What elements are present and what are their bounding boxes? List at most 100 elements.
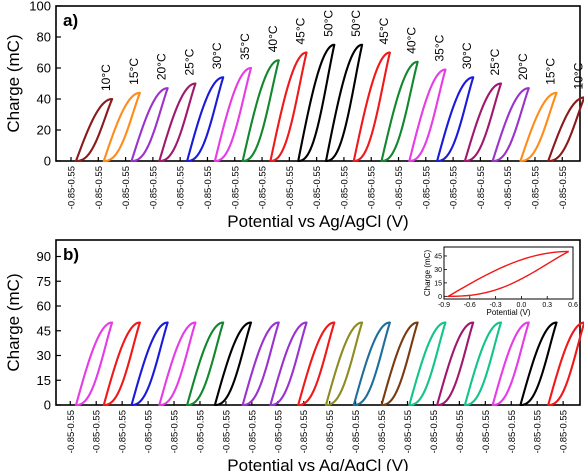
panel-a-xtick-label-1: -0.85-0.55 [94,166,105,209]
panel-a-series-label-13: 30°C [460,42,474,69]
panel-a-xtick-label-3: -0.85-0.55 [148,166,159,209]
panel-b-series-0 [74,321,114,407]
inset-xtick-label-0: -0.9 [438,302,450,309]
panel-a-series-12 [408,68,447,163]
inset-series [445,250,570,298]
panel-a-series-label-9: 50°C [349,10,363,37]
panel-a-series-label-12: 35°C [432,34,446,61]
panel-a-xtick-label-18: -0.85-0.55 [558,166,569,209]
panel-a-xtick-label-7: -0.85-0.55 [258,166,269,209]
panel-a-xtick-label-15: -0.85-0.55 [476,166,487,209]
panel-b-frame [55,239,581,406]
panel-a-series-0 [74,97,114,163]
panel-b-ytick-label-5: 75 [37,274,51,289]
panel-b-xtick-label-5: -0.85-0.55 [195,410,206,453]
panel-b-series-13 [436,321,475,407]
inset-xlabel: Potential (V) [486,308,530,317]
panel-a-xlabel: Potential vs Ag/AgCl (V) [227,212,408,231]
panel-b-series-1 [102,321,141,407]
panel-a-series-label-0: 10°C [99,64,113,91]
panel-b-xtick-label-1: -0.85-0.55 [92,410,103,453]
panel-a-xtick-label-13: -0.85-0.55 [421,166,432,209]
inset-xtick-label-3: 0.0 [517,302,527,309]
inset-xtick-label-4: 0.3 [542,302,552,309]
panel-b-series-8 [297,321,336,407]
inset-ytick-label-1: 15 [434,280,442,287]
panel-b-series-4 [186,321,225,407]
panel-b-series-2 [130,321,169,407]
panel-a-xtick-label-17: -0.85-0.55 [530,166,541,209]
panel-b-series-3 [158,321,197,407]
panel-a-frame [55,5,581,162]
panel-a-series-label-6: 40°C [266,25,280,52]
panel-b-series-7 [269,321,308,407]
panel-b-xtick-label-0: -0.85-0.55 [66,410,77,453]
panel-b-xtick-label-14: -0.85-0.55 [429,410,440,453]
panel-b-series-6 [241,321,280,407]
panel-a-ytick-label-5: 100 [29,0,51,14]
panel-a-series-label-14: 25°C [488,48,502,75]
panel-a-series-10 [352,51,391,163]
panel-b-xtick-label-13: -0.85-0.55 [403,410,414,453]
inset-xtick-label-5: 0.6 [568,302,578,309]
panel-b-xtick-label-8: -0.85-0.55 [273,410,284,453]
panel-b-xtick-label-2: -0.85-0.55 [118,410,129,453]
panel-a-ytick-label-4: 80 [37,30,51,45]
panel-a-series-1 [102,91,141,163]
panel-a-xtick-label-2: -0.85-0.55 [121,166,132,209]
panel-b-xtick-label-12: -0.85-0.55 [377,410,388,453]
panel-a-series-5 [213,66,253,163]
panel-b-xlabel: Potential vs Ag/AgCl (V) [227,456,408,471]
inset-ytick-label-3: 45 [434,253,442,260]
panel-a-xtick-label-11: -0.85-0.55 [367,166,378,209]
panel-b-series-11 [380,321,419,407]
panel-a-xtick-label-8: -0.85-0.55 [285,166,296,209]
panel-a-series-2 [130,87,169,163]
panel-a-series-17 [547,96,584,163]
panel-b-ytick-label-2: 30 [37,348,51,363]
panel-b-xtick-label-18: -0.85-0.55 [533,410,544,453]
panel-a-series-label-3: 25°C [182,48,196,75]
panel-a-xtick-label-9: -0.85-0.55 [312,166,323,209]
panel-a-ylabel: Charge (mC) [4,34,23,132]
panel-a-series-label-11: 40°C [405,27,419,54]
panel-a-series-13 [436,76,475,163]
panel-a-series-label-17: 10°C [571,62,584,89]
panel-a-series-7 [269,51,308,163]
panel-a-series-label-7: 45°C [294,17,308,44]
panel-a-series-9 [324,43,364,163]
panel-b-series-17 [547,321,584,407]
panel-b-xtick-label-7: -0.85-0.55 [247,410,258,453]
panel-b-series-5 [213,321,253,407]
panel-b-ytick-label-0: 0 [44,398,51,413]
panel-b-xtick-label-9: -0.85-0.55 [299,410,310,453]
panel-a-ytick-label-1: 20 [37,123,51,138]
panel-a-series-3 [158,82,197,163]
inset-ytick-label-0: 0 [438,294,442,301]
inset-frame [443,246,574,300]
panel-b-label: b) [63,245,79,264]
panel-b-xtick-label-11: -0.85-0.55 [351,410,362,453]
panel-a-series-15 [491,87,530,163]
panel-b-series-10 [352,321,391,407]
panel-a-series-label-2: 20°C [155,53,169,80]
panel-a-series-label-5: 35°C [238,33,252,60]
panel-a-xtick-label-16: -0.85-0.55 [503,166,514,209]
panel-a-series-label-4: 30°C [210,42,224,69]
panel-a-xtick-label-4: -0.85-0.55 [176,166,187,209]
panel-b-xtick-label-6: -0.85-0.55 [221,410,232,453]
panel-b-ylabel: Charge (mC) [4,273,23,371]
panel-a-series-14 [463,82,503,163]
panel-b-series-14 [463,321,503,407]
panel-b-series-9 [324,321,364,407]
panel-a-series-label-1: 15°C [127,58,141,85]
panel-b-ytick-label-6: 90 [37,249,51,264]
panel-a-series-11 [380,60,419,163]
panel-a-series-6 [241,59,280,163]
panel-a-ytick-label-2: 40 [37,92,51,107]
panel-a-ytick-label-0: 0 [44,154,51,169]
panel-b-ytick-label-1: 15 [37,373,51,388]
panel-b-ytick-label-3: 45 [37,323,51,338]
panel-a-series-4 [186,76,225,163]
